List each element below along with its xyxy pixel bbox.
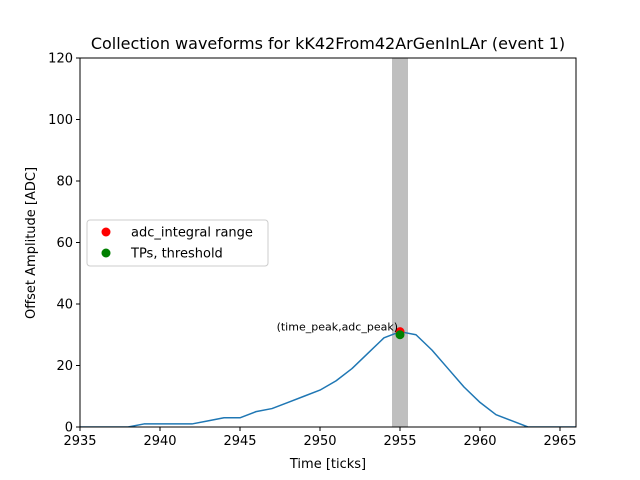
x-tick-label: 2940 (143, 434, 176, 449)
y-tick-label: 40 (56, 298, 73, 313)
y-tick-label: 80 (56, 175, 73, 190)
legend-marker-0 (101, 227, 111, 237)
x-tick-label: 2950 (303, 434, 336, 449)
legend: adc_integral range TPs, threshold (86, 219, 269, 267)
legend-marker-1 (101, 248, 111, 258)
x-tick-label: 2945 (223, 434, 256, 449)
legend-label-0: adc_integral range (131, 226, 253, 241)
shaded-range (392, 58, 408, 427)
legend-label-1: TPs, threshold (130, 247, 223, 262)
legend-box (86, 219, 269, 267)
y-tick-label: 120 (48, 52, 73, 67)
x-tick-label: 2955 (383, 434, 416, 449)
chart-title: Collection waveforms for kK42From42ArGen… (91, 34, 565, 53)
x-axis-label: Time [ticks] (289, 457, 366, 472)
y-tick-label: 60 (56, 236, 73, 251)
data-point-1 (395, 330, 405, 340)
x-tick-label: 2960 (463, 434, 496, 449)
y-tick-label: 20 (56, 359, 73, 374)
peak-annotation: (time_peak,adc_peak) (277, 321, 398, 334)
x-tick-label: 2965 (543, 434, 576, 449)
y-tick-label: 0 (65, 421, 73, 436)
y-tick-label: 100 (48, 113, 73, 128)
x-tick-label: 2935 (63, 434, 96, 449)
series-line-0 (80, 330, 576, 427)
y-axis-label: Offset Amplitude [ADC] (24, 167, 39, 319)
